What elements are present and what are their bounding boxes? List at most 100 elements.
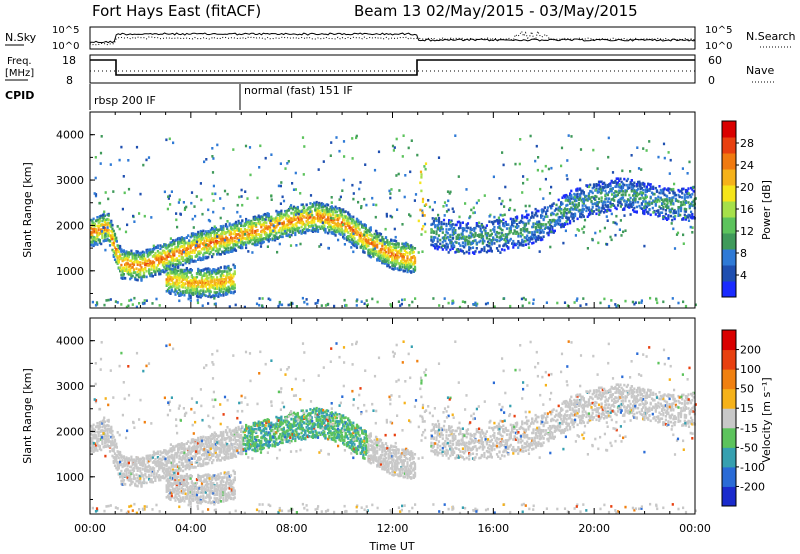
power-cell <box>204 290 207 293</box>
power-cell <box>95 238 98 241</box>
power-cell <box>184 269 187 272</box>
power-cell <box>278 300 281 304</box>
power-cell <box>552 218 555 222</box>
power-cell <box>170 276 173 279</box>
power-cell <box>253 215 257 219</box>
power-cell <box>581 204 584 207</box>
power-cell <box>484 232 487 235</box>
power-cell <box>642 211 645 215</box>
power-cell <box>527 238 530 242</box>
power-cell <box>311 226 314 230</box>
power-cell <box>565 197 568 201</box>
power-cell <box>289 219 292 223</box>
power-cell <box>294 231 297 235</box>
power-cell <box>617 198 620 202</box>
power-cell <box>130 249 133 253</box>
power-cell <box>198 292 201 296</box>
power-cell <box>536 238 539 241</box>
power-cell <box>632 186 635 189</box>
power-cell <box>108 221 112 225</box>
power-cell <box>623 199 626 202</box>
power-cell <box>232 245 235 249</box>
power-cell <box>381 261 384 265</box>
power-cell <box>570 195 573 198</box>
power-cell <box>398 265 401 268</box>
power-cell <box>353 244 356 248</box>
power-cell <box>137 268 141 271</box>
power-cell <box>314 217 317 220</box>
power-cell <box>663 198 666 201</box>
power-cell <box>207 267 210 270</box>
power-cell <box>270 230 273 233</box>
power-cell <box>280 235 283 239</box>
power-cell <box>350 236 354 240</box>
power-cell <box>94 156 97 159</box>
power-cell <box>456 220 459 224</box>
power-cell <box>329 215 332 218</box>
power-cell <box>625 203 628 207</box>
power-cell <box>156 258 159 261</box>
power-cell <box>261 217 264 220</box>
power-cell <box>280 232 283 235</box>
power-cell <box>402 258 405 261</box>
power-cell <box>458 242 461 245</box>
power-cell <box>518 241 521 245</box>
power-cell <box>168 244 171 248</box>
power-cell <box>401 265 404 269</box>
power-cell <box>195 242 199 245</box>
power-cell <box>632 183 635 187</box>
power-cell <box>563 211 567 214</box>
power-cell <box>282 222 285 225</box>
power-cell <box>103 235 107 238</box>
power-cell <box>141 262 144 265</box>
power-cell <box>262 213 265 217</box>
power-cell <box>669 203 672 206</box>
power-cell <box>182 240 185 244</box>
power-cell <box>246 230 249 234</box>
power-cell <box>395 246 398 249</box>
power-cell <box>290 217 293 220</box>
power-cell <box>569 199 572 203</box>
power-cell <box>388 248 391 252</box>
power-cell <box>170 258 173 261</box>
power-cell <box>286 209 289 212</box>
power-cell <box>626 203 630 207</box>
power-cell <box>96 216 99 219</box>
power-cell <box>546 226 549 229</box>
power-cell <box>319 227 322 230</box>
power-cell <box>398 249 401 252</box>
power-cell <box>309 212 312 216</box>
power-cell <box>110 223 113 227</box>
power-cell <box>565 212 568 215</box>
power-cell <box>437 221 441 224</box>
power-cell <box>187 269 190 273</box>
power-cell <box>364 241 367 245</box>
power-cell <box>319 243 323 246</box>
power-cell <box>625 179 628 183</box>
power-cell <box>368 228 371 232</box>
power-cell <box>132 256 136 259</box>
power-cell <box>280 222 283 225</box>
power-cell <box>255 302 259 306</box>
power-cell <box>158 254 161 258</box>
power-cell <box>687 213 690 217</box>
power-cell <box>335 210 338 214</box>
power-cell <box>223 284 226 288</box>
power-cell <box>188 259 191 262</box>
power-cell <box>514 225 517 229</box>
power-cell <box>352 241 355 244</box>
power-cell <box>267 212 270 216</box>
power-cell <box>234 226 238 229</box>
power-cell <box>610 180 613 183</box>
power-cell <box>303 227 306 231</box>
power-cell <box>213 295 216 298</box>
power-cell <box>315 203 318 207</box>
power-cell <box>395 259 398 263</box>
power-cell <box>402 253 405 256</box>
power-cell <box>373 249 376 253</box>
power-cell <box>398 268 401 272</box>
power-cell <box>630 189 633 193</box>
power-cell <box>92 243 95 247</box>
power-cell <box>308 221 311 224</box>
power-cell <box>529 134 532 138</box>
